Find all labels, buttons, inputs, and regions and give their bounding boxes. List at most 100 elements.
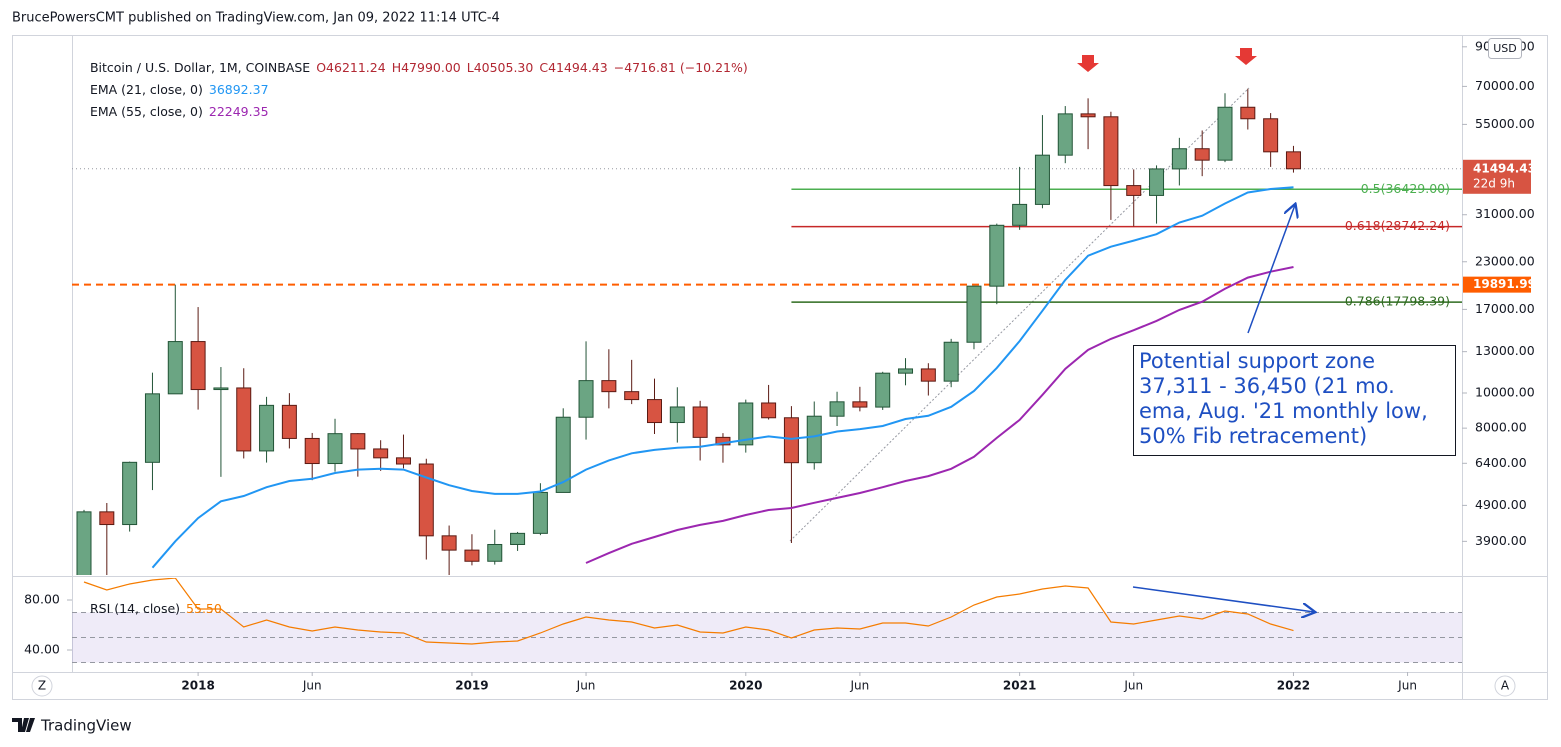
y-tick-label: 17000.00 (1475, 301, 1535, 316)
candle-body (761, 402, 777, 419)
candle-body (647, 399, 662, 424)
annotation-line: ema, Aug. '21 monthly low, (1139, 399, 1428, 423)
candle-body (190, 341, 206, 391)
candle-body (99, 511, 115, 526)
candle-body (122, 461, 138, 526)
candle-body (1194, 148, 1210, 161)
top-arrow (1077, 55, 1099, 72)
y-tick-label: 55000.00 (1475, 116, 1535, 131)
button[interactable] (1494, 675, 1516, 697)
candle-body (1126, 185, 1142, 196)
currency: USD (1493, 42, 1517, 55)
y-tick-label: 31000.00 (1475, 206, 1535, 221)
button[interactable] (31, 675, 53, 697)
fib-label: 0.618(28742.24) (1345, 218, 1450, 233)
ohlc: O46211.24 H47990.00 L40505.30 C41494.43 −471… (316, 60, 754, 75)
candle-body (989, 224, 1005, 287)
last-price-box (1463, 159, 1531, 194)
y-tick-label: 3900.00 (1475, 533, 1527, 548)
candle-body (1171, 148, 1187, 170)
candle-body (464, 549, 480, 562)
ema-value: 22249.35 (208, 104, 269, 119)
ohlc-value: L40505.30 (466, 60, 534, 75)
x-tick-label: 2019 (455, 679, 488, 693)
candle-body (1149, 168, 1165, 196)
candle-body (1012, 203, 1028, 226)
ema-value: 36892.37 (208, 82, 269, 97)
ohlc-value: −4716.81 (−10.21%) (613, 60, 748, 75)
candle-body (1217, 106, 1233, 161)
annotation-line: Potential support zone (1139, 349, 1375, 373)
candle-body (487, 543, 503, 562)
candle-body (532, 491, 548, 534)
candle-body (829, 401, 845, 417)
y-tick-label: 6400.00 (1475, 455, 1527, 470)
candle-body (259, 404, 275, 452)
x-tick-label: Jun (850, 679, 870, 693)
resistance-value: 19891.99 (1473, 277, 1536, 291)
candle-body (578, 380, 594, 418)
fib-label: 0.786(17798.39) (1345, 294, 1450, 309)
candle-body (920, 368, 936, 382)
candle-body (373, 448, 389, 459)
button-label[interactable]: A (1501, 679, 1510, 693)
x-tick-label: Jun (576, 679, 596, 693)
rsi-tick-label: 80.00 (24, 592, 60, 607)
candle-body (1263, 118, 1279, 153)
legend-ema21: EMA (21, close, 0) 36892.37 (82, 67, 275, 97)
candle-body (783, 417, 799, 464)
rsi-line (83, 578, 1294, 645)
candle-body (1057, 113, 1073, 156)
candle-body (966, 285, 982, 343)
candle-body (943, 341, 959, 382)
annotation-line: 37,311 - 36,450 (21 mo. (1139, 374, 1395, 398)
top-arrow (1235, 48, 1257, 65)
price-pane (72, 87, 1462, 575)
ohlc-value: C41494.43 (539, 60, 608, 75)
y-tick-label: 13000.00 (1475, 343, 1535, 358)
legend-ema55: EMA (55, close, 0) 22249.35 (82, 89, 275, 119)
fib-label: 0.5(36429.00) (1361, 181, 1450, 196)
support-arrow (1247, 205, 1295, 334)
resistance-box (1463, 276, 1531, 293)
rsi-divergence-arrow (1132, 586, 1314, 612)
candle-body (281, 404, 297, 439)
candle-body (418, 463, 434, 537)
y-tick-label: 10000.00 (1475, 384, 1535, 399)
last-price: 41494.43 (1473, 161, 1536, 175)
x-tick-label: 2018 (181, 679, 214, 693)
y-tick-label: 8000.00 (1475, 420, 1527, 435)
x-tick-label: Jun (1123, 679, 1143, 693)
footer: TradingView (40, 717, 132, 735)
candle-body (1034, 154, 1050, 205)
x-tick-label: Jun (1397, 679, 1417, 693)
candle-body (236, 387, 252, 452)
rsi-pane (72, 578, 1462, 663)
symbol: Bitcoin / U.S. Dollar, 1M, COINBASE (89, 60, 311, 75)
candle-body (692, 406, 708, 438)
annotation-box (1133, 345, 1456, 456)
candle-body (806, 415, 822, 464)
y-tick-label: 23000.00 (1475, 253, 1535, 268)
candle-body (1103, 116, 1119, 187)
y-tick-label: 4900.00 (1475, 497, 1527, 512)
candle-body (213, 387, 229, 391)
button-label[interactable]: Z (38, 679, 46, 693)
ema-line (585, 266, 1294, 564)
candle-body (350, 433, 366, 450)
annotation-line: 50% Fib retracement) (1139, 424, 1367, 448)
candle-body (715, 436, 731, 446)
candle-body (875, 372, 891, 408)
published: BrucePowersCMT published on TradingView.… (12, 11, 500, 26)
candle-body (624, 391, 640, 401)
currency-box (1488, 38, 1522, 59)
countdown: 22d 9h (1473, 176, 1515, 190)
candle-body (852, 401, 868, 408)
x-tick-label: Jun (302, 679, 322, 693)
candle-body (1240, 106, 1256, 120)
candle-body (441, 535, 457, 551)
ohlc-value: O46211.24 (316, 60, 386, 75)
rsi-tick-label: 40.00 (24, 642, 60, 657)
candle-body (601, 380, 617, 393)
